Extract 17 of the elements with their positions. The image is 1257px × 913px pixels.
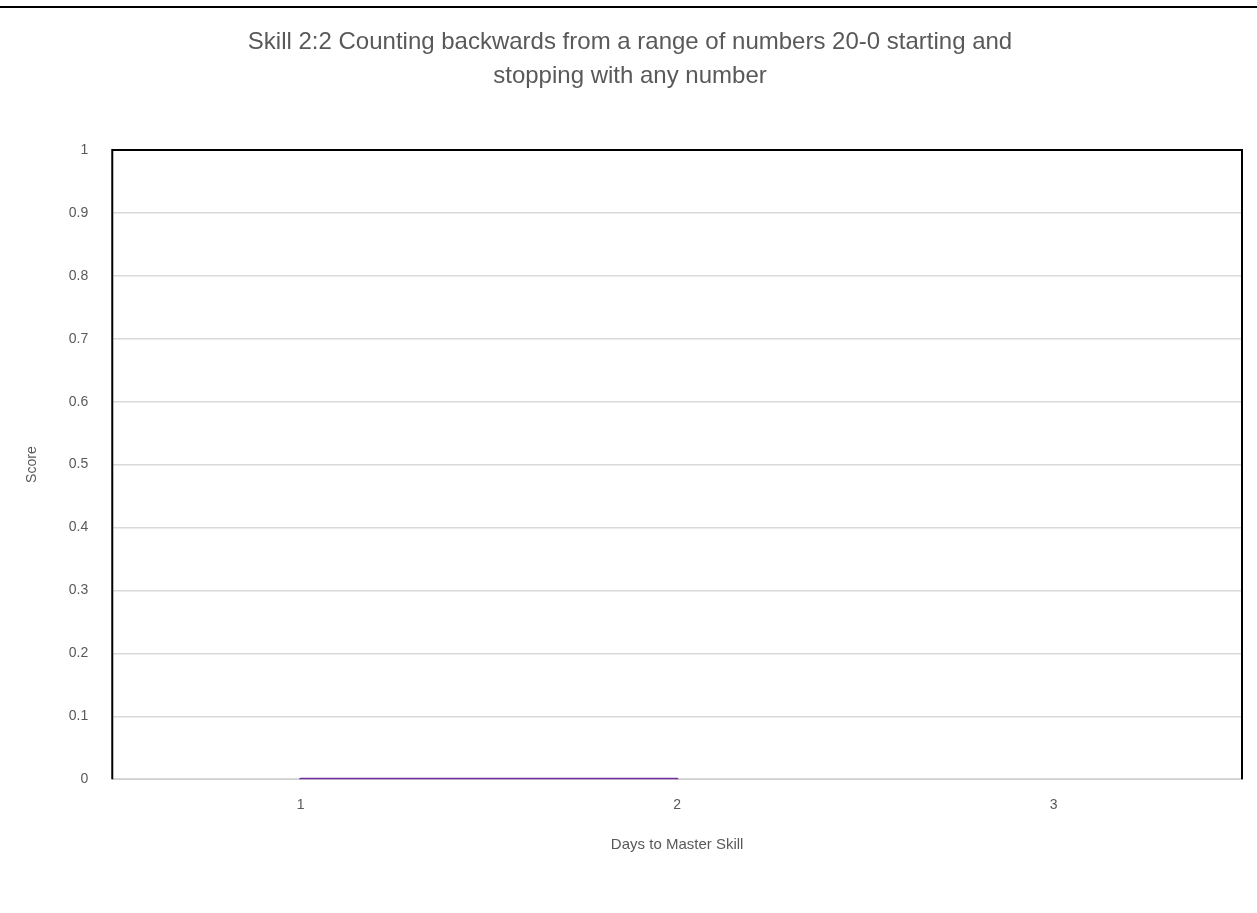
y-tick-label: 0.8 — [68, 266, 89, 283]
y-axis-title: Score — [23, 446, 40, 483]
y-tick-label: 0.1 — [68, 707, 89, 724]
y-tick-label: 0.3 — [68, 581, 89, 598]
y-tick-label: 0.6 — [68, 392, 89, 409]
y-tick-label: 0.5 — [68, 455, 89, 472]
x-axis-title: Days to Master Skill — [610, 835, 744, 853]
y-tick-label: 0 — [80, 770, 89, 787]
y-tick-label: 0.4 — [68, 518, 89, 535]
y-tick-label: 0.2 — [68, 644, 89, 661]
x-tick-label: 3 — [1049, 796, 1058, 813]
x-tick-label: 1 — [296, 796, 305, 813]
y-tick-label: 0.9 — [68, 203, 89, 220]
x-tick-label: 2 — [673, 796, 682, 813]
y-tick-label: 0.7 — [68, 329, 89, 346]
chart-title: Skill 2:2 Counting backwards from a range of numbers 20-0 starting and stopping with any number — [246, 26, 1014, 90]
y-tick-label: 1 — [80, 140, 89, 157]
